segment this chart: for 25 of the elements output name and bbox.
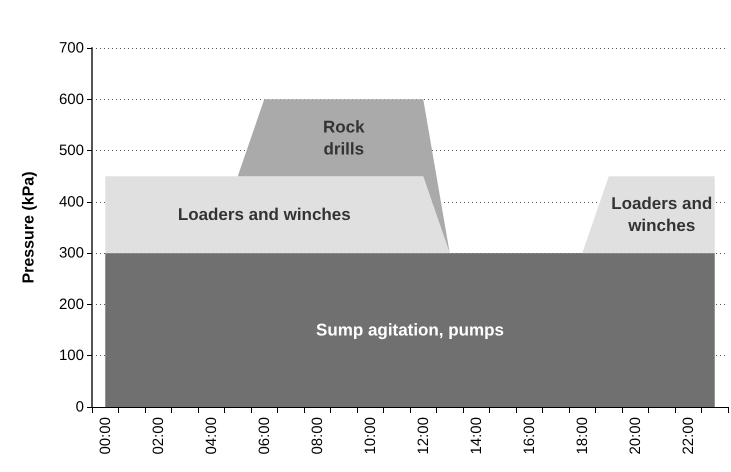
series-label: Sump agitation, pumps [316,320,504,340]
text: Loaders and winches [178,205,351,224]
x-tick-label: 22:00 [680,417,697,455]
x-tick-label: 02:00 [150,417,167,455]
y-tick-label: 500 [58,142,84,160]
y-tick-label: 0 [76,398,84,416]
x-tick-label: 14:00 [468,417,485,455]
x-tick-label: 00:00 [96,417,114,455]
y-axis-title: Pressure (kPa) [20,171,38,284]
y-tick-label: 300 [58,244,84,262]
x-tick-label: 06:00 [256,417,273,455]
x-tick-label: 10:00 [362,417,379,455]
x-tick-label: 18:00 [574,417,591,455]
x-tick-label: 20:00 [626,417,644,455]
series-label: Loaders and winches [611,194,712,236]
x-tick-label: 08:00 [308,417,326,455]
y-tick-label: 100 [58,347,84,364]
x-tick-label: 16:00 [520,417,538,455]
y-tick-label: 700 [58,40,84,56]
y-tick-label: 200 [58,296,84,313]
x-tick-label: 12:00 [414,417,432,455]
y-tick-label: 400 [58,193,84,210]
series-label: Rock drills [322,117,366,158]
y-tick-label: 600 [58,90,84,108]
x-tick-label: 04:00 [202,417,220,455]
